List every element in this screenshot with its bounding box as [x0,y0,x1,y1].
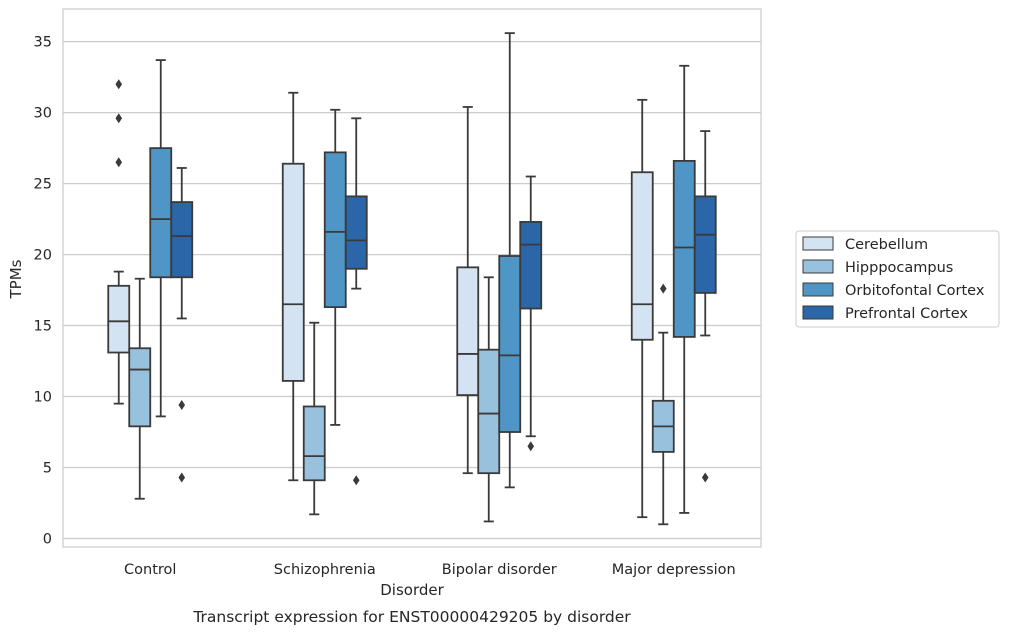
box-iqr [519,221,543,310]
box-2-3 [672,64,696,514]
box-3-1 [344,117,368,486]
legend-swatch [802,259,834,274]
y-tick-label: 5 [43,461,52,477]
y-tick-label: 25 [34,177,52,193]
y-tick-label: 35 [34,35,52,51]
outlier-point [659,283,667,294]
box-0-0 [107,79,131,405]
box-iqr [477,348,501,475]
box-2-0 [149,59,173,418]
y-tick-labels: 0 5 10 15 20 25 30 35 [34,35,52,548]
legend-entries: Cerebellum Hipppocampus Orbitofontal Corte… [802,236,985,322]
box-3-0 [170,167,194,483]
y-tick-label: 20 [34,248,52,264]
x-tick-label: Schizophrenia [274,562,376,578]
outlier-point [178,472,186,483]
x-tick-labels: Control Schizophrenia Bipolar disorder Majo… [124,562,736,578]
x-tick-label: Control [124,562,176,578]
legend-swatch [802,236,834,251]
box-iqr [630,171,654,341]
box-iqr [456,266,480,397]
box-iqr [170,201,194,279]
x-tick-label: Bipolar disorder [442,562,557,578]
legend-swatch [802,282,834,297]
box-1-1 [302,321,326,516]
box-iqr [302,405,326,482]
y-tick-label: 15 [34,319,52,335]
box-3-2 [519,175,543,452]
y-tick-label: 30 [34,106,52,122]
legend-label: Orbitofontal Cortex [845,283,985,299]
box-0-2 [456,106,480,475]
legend-label: Prefrontal Cortex [845,306,968,322]
x-tick-label: Major depression [612,562,736,578]
legend-item: Orbitofontal Cortex [802,282,985,299]
box-0-3 [630,98,654,519]
legend-label: Hipppocampus [845,260,953,276]
box-iqr [498,255,522,433]
box-0-1 [281,91,305,482]
legend-frame [795,230,1000,328]
legend-swatch [802,305,834,320]
legend-label: Cerebellum [845,237,928,253]
box-iqr [149,147,173,279]
outlier-point [352,475,360,486]
box-2-2 [498,32,522,489]
box-1-3 [651,283,675,526]
box-iqr [128,347,152,428]
y-tick-label: 10 [34,390,52,406]
outlier-point [527,441,535,452]
legend: Cerebellum Hipppocampus Orbitofontal Corte… [795,230,1000,328]
box-iqr [693,195,717,294]
legend-item: Prefrontal Cortex [802,305,968,322]
box-groups [107,32,717,526]
y-axis-label: TPMs [7,259,25,299]
outlier-point [178,400,186,411]
outlier-point [115,113,123,124]
outlier-point [701,472,709,483]
outlier-point [115,79,123,90]
box-3-3 [693,130,717,483]
x-axis-label: Disorder [380,581,444,599]
box-iqr [107,284,131,354]
box-iqr [672,159,696,338]
outlier-point [115,157,123,168]
chart-caption: Transcript expression for ENST0000042920… [192,608,631,626]
plot-frame [62,8,762,548]
legend-item: Cerebellum [802,236,928,253]
box-1-0 [128,277,152,500]
box-iqr [323,151,347,309]
box-iqr [281,162,305,382]
grid-lines [63,41,761,540]
legend-item: Hipppocampus [802,259,953,276]
box-iqr [344,195,368,270]
y-tick-label: 0 [43,531,52,547]
